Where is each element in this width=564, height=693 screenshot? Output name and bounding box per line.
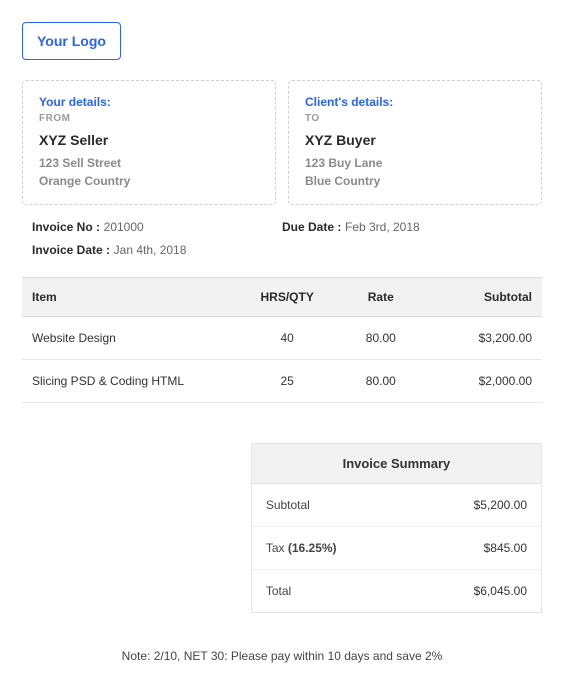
col-rate: Rate	[334, 278, 428, 317]
invoice-summary: Invoice Summary Subtotal $5,200.00 Tax (…	[251, 443, 542, 613]
seller-details-box: Your details: FROM XYZ Seller 123 Sell S…	[22, 80, 276, 205]
summary-tax-label: Tax	[266, 541, 285, 555]
summary-tax-value: $845.00	[484, 541, 527, 555]
seller-section-title: Your details:	[39, 95, 259, 109]
summary-total-row: Total $6,045.00	[252, 570, 541, 612]
cell-item: Website Design	[22, 317, 240, 360]
cell-subtotal: $3,200.00	[428, 317, 542, 360]
cell-rate: 80.00	[334, 360, 428, 403]
invoice-date-label: Invoice Date :	[32, 243, 110, 257]
table-row: Website Design 40 80.00 $3,200.00	[22, 317, 542, 360]
summary-total-label: Total	[266, 584, 291, 598]
table-row: Slicing PSD & Coding HTML 25 80.00 $2,00…	[22, 360, 542, 403]
cell-subtotal: $2,000.00	[428, 360, 542, 403]
note-text: Note: 2/10, NET 30: Please pay within 10…	[22, 649, 542, 663]
seller-from-label: FROM	[39, 113, 259, 124]
cell-item: Slicing PSD & Coding HTML	[22, 360, 240, 403]
col-qty: HRS/QTY	[240, 278, 334, 317]
details-row: Your details: FROM XYZ Seller 123 Sell S…	[22, 80, 542, 205]
invoice-no-value: 201000	[104, 220, 144, 234]
summary-total-value: $6,045.00	[474, 584, 527, 598]
client-address-line2: Blue Country	[305, 172, 525, 190]
client-name: XYZ Buyer	[305, 132, 525, 148]
invoice-date-value: Jan 4th, 2018	[114, 243, 187, 257]
cell-qty: 25	[240, 360, 334, 403]
summary-subtotal-value: $5,200.00	[474, 498, 527, 512]
summary-tax-row: Tax (16.25%) $845.00	[252, 527, 541, 570]
col-subtotal: Subtotal	[428, 278, 542, 317]
due-date-value: Feb 3rd, 2018	[345, 220, 420, 234]
client-details-box: Client's details: TO XYZ Buyer 123 Buy L…	[288, 80, 542, 205]
line-items-table: Item HRS/QTY Rate Subtotal Website Desig…	[22, 277, 542, 403]
summary-subtotal-label: Subtotal	[266, 498, 310, 512]
cell-rate: 80.00	[334, 317, 428, 360]
cell-qty: 40	[240, 317, 334, 360]
invoice-no-label: Invoice No :	[32, 220, 100, 234]
due-date-label: Due Date :	[282, 220, 341, 234]
invoice-meta: Invoice No : 201000 Due Date : Feb 3rd, …	[22, 219, 542, 257]
client-to-label: TO	[305, 113, 525, 124]
summary-tax-rate: (16.25%)	[288, 541, 337, 555]
table-header-row: Item HRS/QTY Rate Subtotal	[22, 278, 542, 317]
summary-title: Invoice Summary	[252, 444, 541, 484]
logo-placeholder[interactable]: Your Logo	[22, 22, 121, 60]
summary-subtotal-row: Subtotal $5,200.00	[252, 484, 541, 527]
client-address-line1: 123 Buy Lane	[305, 154, 525, 172]
col-item: Item	[22, 278, 240, 317]
client-section-title: Client's details:	[305, 95, 525, 109]
seller-address-line2: Orange Country	[39, 172, 259, 190]
summary-wrap: Invoice Summary Subtotal $5,200.00 Tax (…	[22, 443, 542, 613]
seller-name: XYZ Seller	[39, 132, 259, 148]
seller-address-line1: 123 Sell Street	[39, 154, 259, 172]
